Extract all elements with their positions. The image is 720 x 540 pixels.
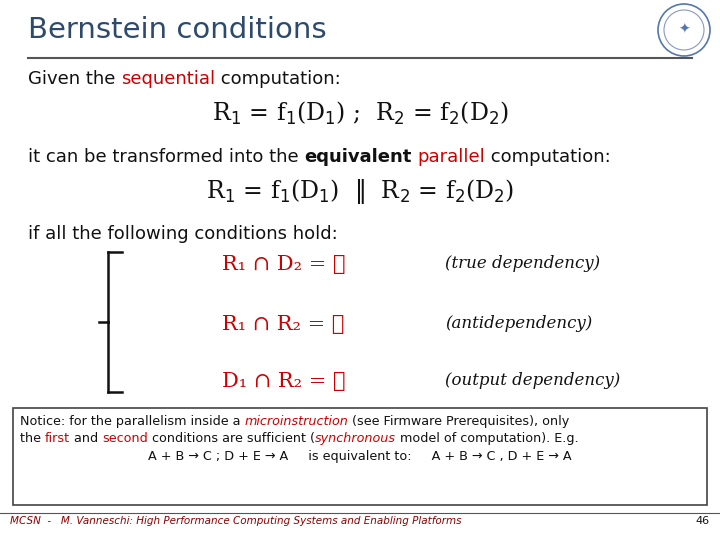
Text: A + B → C ; D + E → A     is equivalent to:     A + B → C , D + E → A: A + B → C ; D + E → A is equivalent to: … [148, 450, 572, 463]
Text: parallel: parallel [418, 148, 485, 166]
Text: 46: 46 [696, 516, 710, 526]
FancyBboxPatch shape [13, 408, 707, 505]
Text: and: and [70, 432, 102, 445]
Text: second: second [102, 432, 148, 445]
Text: R₁ ∩ D₂ = ∅: R₁ ∩ D₂ = ∅ [222, 255, 346, 274]
Text: (antidependency): (antidependency) [445, 315, 593, 332]
Text: D₁ ∩ R₂ = ∅: D₁ ∩ R₂ = ∅ [222, 372, 346, 391]
Text: Notice: for the parallelism inside a: Notice: for the parallelism inside a [20, 415, 245, 428]
Text: first: first [45, 432, 70, 445]
Text: (true dependency): (true dependency) [445, 255, 600, 272]
Text: R$_1$ = f$_1$(D$_1$) ;  R$_2$ = f$_2$(D$_2$): R$_1$ = f$_1$(D$_1$) ; R$_2$ = f$_2$(D$_… [212, 100, 508, 127]
Text: R$_1$ = f$_1$(D$_1$)  $\|$  R$_2$ = f$_2$(D$_2$): R$_1$ = f$_1$(D$_1$) $\|$ R$_2$ = f$_2$(… [206, 177, 514, 206]
Text: if all the following conditions hold:: if all the following conditions hold: [28, 225, 338, 243]
Text: Bernstein conditions: Bernstein conditions [28, 16, 327, 44]
Text: Given the: Given the [28, 70, 121, 88]
Text: computation:: computation: [485, 148, 611, 166]
Text: synchronous: synchronous [315, 432, 396, 445]
Text: (see Firmware Prerequisites), only: (see Firmware Prerequisites), only [348, 415, 570, 428]
Text: sequential: sequential [121, 70, 215, 88]
Text: MCSN  -   M. Vanneschi: High Performance Computing Systems and Enabling Platform: MCSN - M. Vanneschi: High Performance Co… [10, 516, 462, 526]
Text: conditions are sufficient (: conditions are sufficient ( [148, 432, 315, 445]
Text: computation:: computation: [215, 70, 341, 88]
Text: (output dependency): (output dependency) [445, 372, 620, 389]
Text: equivalent: equivalent [305, 148, 412, 166]
Text: it can be transformed into the: it can be transformed into the [28, 148, 305, 166]
Text: model of computation). E.g.: model of computation). E.g. [396, 432, 579, 445]
Text: microinstruction: microinstruction [245, 415, 348, 428]
Text: the: the [20, 432, 45, 445]
Text: R₁ ∩ R₂ = ∅: R₁ ∩ R₂ = ∅ [222, 315, 344, 334]
Text: ✦: ✦ [678, 23, 690, 37]
